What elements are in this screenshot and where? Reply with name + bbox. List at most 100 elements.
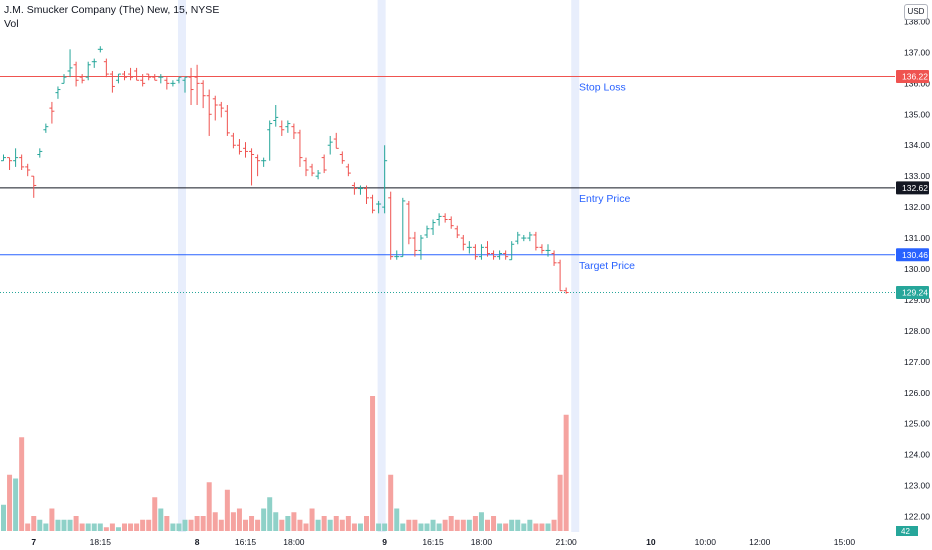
price-level-label: 130.46 bbox=[902, 250, 928, 260]
price-tick-label: 138.00 bbox=[904, 16, 930, 26]
volume-bar bbox=[115, 527, 121, 531]
ohlc-bar bbox=[533, 231, 539, 251]
ohlc-bar bbox=[436, 213, 442, 226]
volume-bar bbox=[309, 508, 315, 531]
volume-bar bbox=[249, 516, 255, 531]
ohlc-bar bbox=[412, 231, 418, 257]
volume-bar bbox=[442, 519, 448, 531]
ohlc-bar bbox=[261, 157, 267, 167]
volume-bar bbox=[418, 523, 424, 531]
volume-bar bbox=[370, 396, 376, 531]
volume-legend: Vol bbox=[4, 18, 19, 30]
volume-bar bbox=[400, 523, 406, 531]
ohlc-bar bbox=[357, 185, 363, 195]
ohlc-bar bbox=[128, 67, 134, 81]
volume-bar bbox=[357, 523, 363, 531]
session-break bbox=[177, 0, 186, 532]
volume-bar bbox=[85, 523, 91, 531]
ohlc-bar bbox=[13, 148, 19, 167]
ohlc-bar bbox=[140, 74, 146, 87]
ohlc-bar bbox=[364, 185, 369, 205]
volume-bar bbox=[551, 519, 557, 531]
volume-bar bbox=[327, 519, 333, 531]
volume-bar bbox=[79, 523, 85, 531]
ohlc-bar bbox=[7, 157, 13, 170]
ohlc-bar bbox=[91, 58, 97, 68]
volume-bar bbox=[345, 516, 351, 531]
ohlc-bar bbox=[297, 129, 303, 167]
volume-bar bbox=[497, 523, 503, 531]
volume-bar bbox=[412, 519, 418, 531]
ohlc-bar bbox=[67, 49, 73, 78]
volume-bar bbox=[194, 516, 200, 531]
volume-bar bbox=[388, 474, 394, 531]
volume-bar bbox=[37, 519, 43, 531]
ohlc-bar bbox=[158, 74, 164, 84]
ohlc-bar bbox=[521, 234, 527, 242]
price-tick-label: 126.00 bbox=[904, 388, 930, 398]
ohlc-bar bbox=[376, 200, 382, 214]
price-level-badge bbox=[896, 248, 929, 262]
price-axis-background bbox=[896, 0, 932, 550]
ohlc-bar bbox=[315, 169, 321, 180]
ohlc-bars bbox=[1, 46, 569, 294]
volume-bar bbox=[43, 523, 49, 531]
volume-bar bbox=[13, 478, 19, 531]
price-tick-label: 130.00 bbox=[904, 264, 930, 274]
volume-bar bbox=[218, 519, 224, 531]
ohlc-bar bbox=[339, 151, 345, 164]
volume-bar bbox=[454, 519, 460, 531]
level-annotations: Stop Loss Entry Price Target Price bbox=[579, 82, 635, 272]
ohlc-bar bbox=[472, 244, 478, 260]
volume-bar bbox=[61, 519, 67, 531]
volume-bar bbox=[509, 519, 515, 531]
price-level-label: 136.22 bbox=[902, 72, 928, 82]
volume-bar bbox=[466, 519, 472, 531]
ohlc-bar bbox=[351, 182, 357, 195]
ohlc-bar bbox=[79, 74, 85, 84]
ohlc-bar bbox=[478, 244, 484, 260]
volume-bar bbox=[261, 508, 267, 531]
ohlc-bar bbox=[424, 225, 430, 239]
ohlc-bar bbox=[418, 234, 424, 260]
time-tick-label: 18:00 bbox=[471, 537, 493, 547]
price-tick-label: 137.00 bbox=[904, 47, 930, 57]
price-tick-label: 132.00 bbox=[904, 202, 930, 212]
volume-bar bbox=[521, 523, 527, 531]
ohlc-bar bbox=[85, 61, 91, 81]
price-tick-label: 134.00 bbox=[904, 140, 930, 150]
ohlc-bar bbox=[176, 76, 182, 84]
time-tick-label: 16:15 bbox=[422, 537, 444, 547]
price-tick-label: 133.00 bbox=[904, 171, 930, 181]
ohlc-bar bbox=[448, 216, 454, 229]
currency-button[interactable]: USD bbox=[904, 4, 928, 20]
time-tick-label: 15:00 bbox=[834, 537, 856, 547]
volume-bar bbox=[236, 508, 242, 531]
time-tick-label: 7 bbox=[31, 537, 36, 547]
ohlc-bar bbox=[466, 241, 472, 254]
price-tick-label: 125.00 bbox=[904, 419, 930, 429]
volume-bar bbox=[212, 512, 218, 531]
price-level-badge bbox=[896, 286, 929, 300]
ohlc-bar bbox=[563, 287, 569, 294]
volume-bar bbox=[176, 523, 182, 531]
ohlc-bar bbox=[545, 244, 551, 257]
volume-bar bbox=[67, 519, 73, 531]
ohlc-bar bbox=[224, 105, 230, 136]
ohlc-bar bbox=[170, 80, 176, 87]
volume-bar bbox=[527, 519, 533, 531]
volume-bar bbox=[382, 523, 388, 531]
ohlc-bar bbox=[55, 86, 61, 99]
price-tick-label: 135.00 bbox=[904, 109, 930, 119]
ohlc-bar bbox=[103, 58, 109, 78]
price-level-badge bbox=[896, 181, 929, 195]
level-annotation: Stop Loss bbox=[579, 82, 626, 94]
volume-bar bbox=[255, 519, 261, 531]
price-tick-label: 122.00 bbox=[904, 512, 930, 522]
ohlc-bar bbox=[255, 154, 261, 177]
ohlc-bar bbox=[43, 123, 49, 133]
volume-bar bbox=[424, 523, 430, 531]
ohlc-bar bbox=[37, 148, 43, 158]
price-tick-label: 129.00 bbox=[904, 295, 930, 305]
